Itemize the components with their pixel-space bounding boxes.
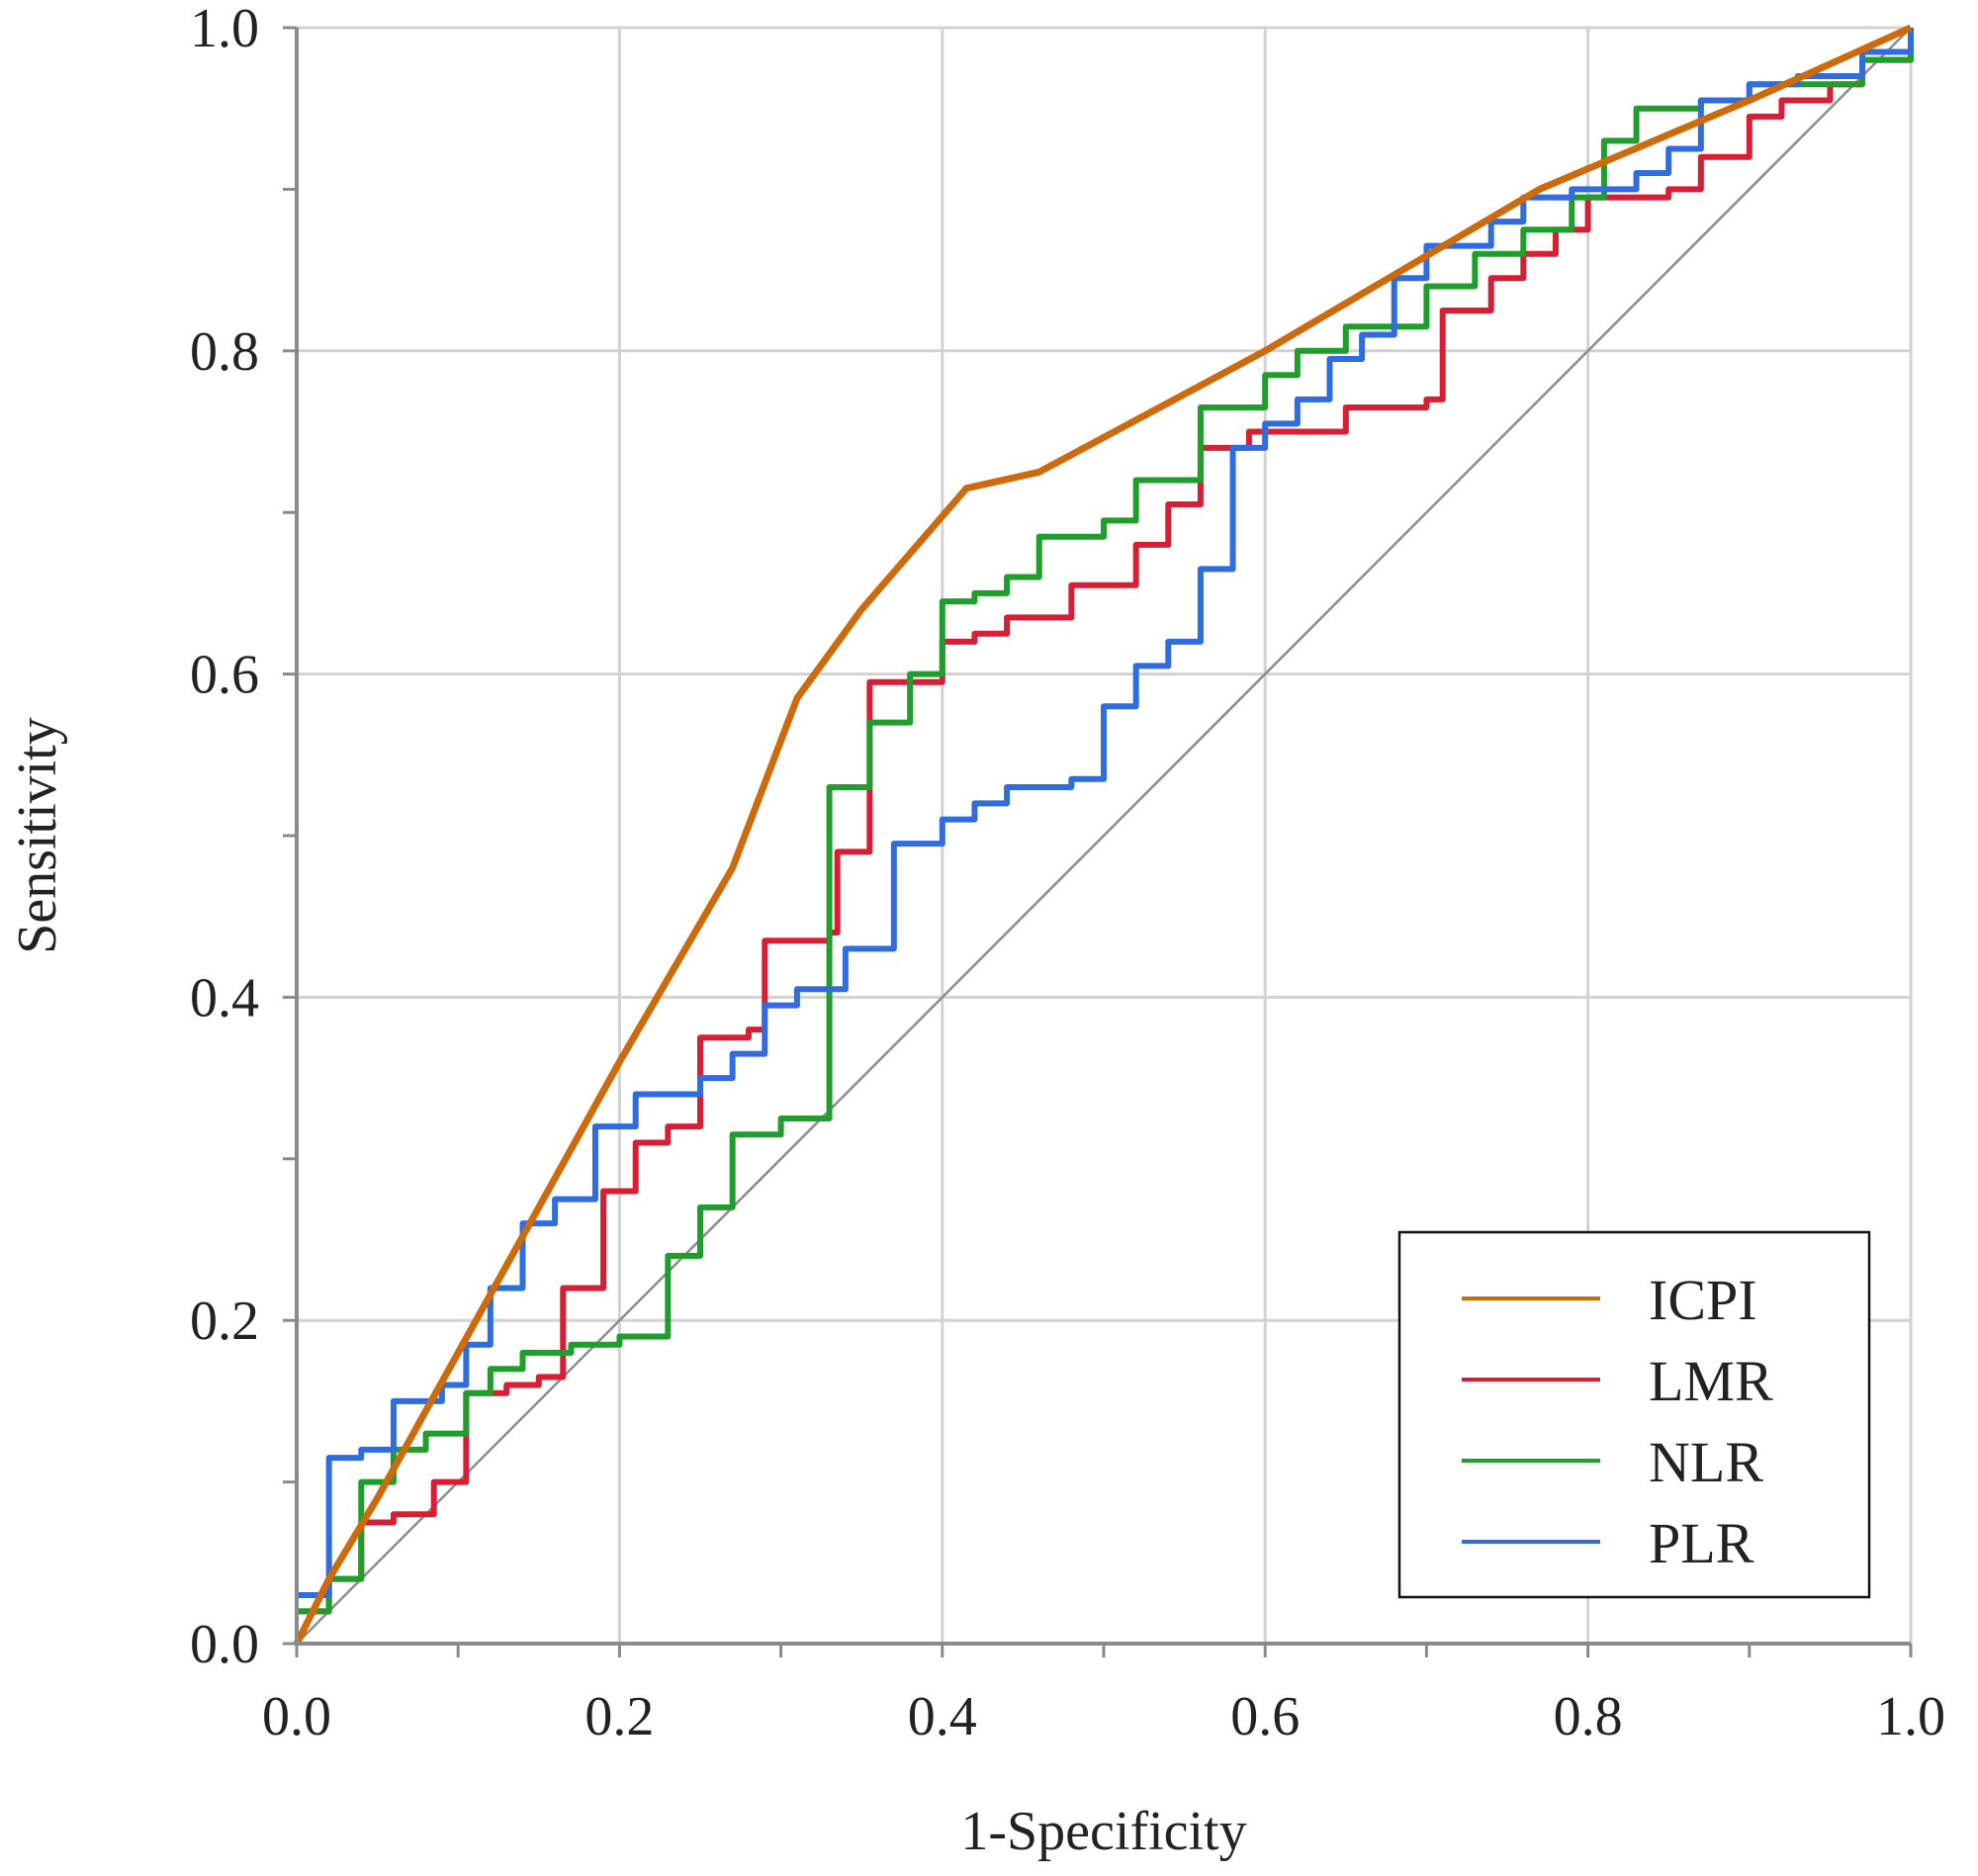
y-tick-label: 0.4 [190,967,259,1028]
axes [283,26,1913,1657]
legend-label-lmr: LMR [1649,1349,1773,1413]
legend-label-nlr: NLR [1649,1430,1763,1494]
y-tick-label: 0.8 [190,321,259,383]
x-tick-label: 0.2 [584,1686,654,1747]
grid [295,26,1913,1646]
legend-label-icpi: ICPI [1649,1268,1757,1332]
x-tick-label: 0.6 [1230,1686,1300,1747]
series-lines [293,24,1914,1646]
y-tick-label: 0.2 [190,1291,259,1352]
y-tick-labels: 0.0 0.2 0.4 0.6 0.8 1.0 [190,0,259,1675]
x-tick-label: 1.0 [1876,1686,1945,1747]
legend-label-plr: PLR [1649,1511,1754,1575]
x-tick-label: 0.4 [908,1686,977,1747]
series-line-icpi [293,24,1913,1646]
x-tick-label: 0.8 [1554,1686,1623,1747]
legend: ICPI LMR NLR PLR [1397,1230,1871,1599]
legend-box [1397,1230,1871,1599]
y-tick-label: 0.6 [190,645,259,706]
y-tick-label: 1.0 [190,0,259,59]
x-axis-label: 1-Specificity [960,1801,1246,1862]
y-axis-label: Sensitivity [7,717,68,954]
x-tick-label: 0.0 [262,1686,331,1747]
series-line-plr [297,28,1914,1598]
y-tick-label: 0.0 [190,1614,259,1675]
x-tick-labels: 0.0 0.2 0.4 0.6 0.8 1.0 [262,1686,1945,1747]
series-line-lmr [297,28,1914,1615]
